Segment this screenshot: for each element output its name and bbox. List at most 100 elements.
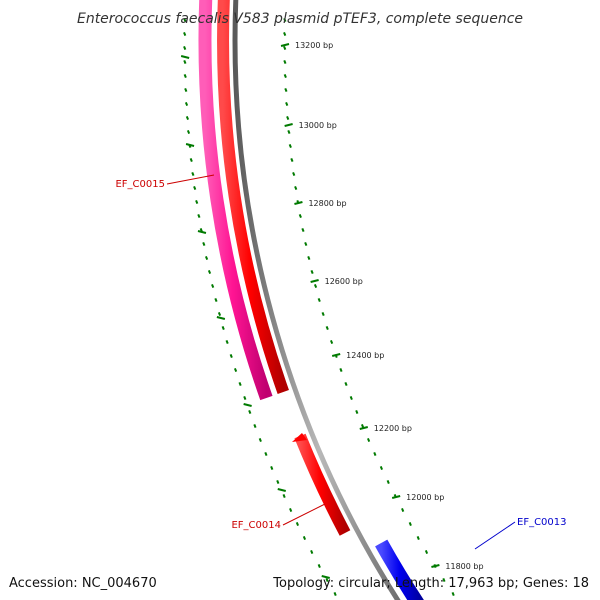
minor-tick-inner: [264, 452, 268, 456]
minor-tick-outer: [304, 242, 308, 246]
minor-tick-inner: [193, 186, 197, 190]
minor-tick-inner: [221, 326, 225, 330]
minor-tick-inner: [225, 340, 229, 344]
minor-tick-outer: [287, 130, 291, 134]
minor-tick-inner: [217, 312, 222, 316]
gene-arcs-layer: [198, 0, 424, 600]
minor-tick-inner: [183, 18, 187, 22]
minor-tick-inner: [185, 116, 190, 120]
minor-tick-outer: [442, 578, 446, 582]
minor-tick-inner: [233, 368, 238, 372]
minor-tick-outer: [288, 144, 292, 148]
minor-tick-inner: [302, 536, 307, 540]
minor-tick-inner: [289, 508, 293, 512]
gene-labels-layer: EF_C0015 EF_C0014 EF_C0013: [115, 174, 567, 550]
gene-label-leader: [166, 174, 215, 185]
minor-tick-outer: [379, 466, 383, 470]
minor-tick-outer: [317, 298, 321, 302]
minor-tick-outer: [283, 74, 287, 78]
tick-label: 13200 bp: [295, 41, 333, 50]
minor-tick-outer: [401, 508, 405, 512]
tick-mark: [391, 495, 401, 499]
plasmid-backbone-layer: [232, 0, 401, 600]
minor-tick-inner: [204, 256, 209, 260]
minor-tick-inner: [211, 284, 215, 288]
major-tick-inner: [216, 316, 226, 320]
minor-tick-outer: [283, 60, 287, 64]
minor-tick-outer: [301, 228, 305, 232]
minor-tick-inner: [197, 214, 201, 218]
gene-label-leader: [282, 503, 326, 526]
minor-tick-outer: [290, 158, 294, 162]
minor-tick-inner: [325, 578, 329, 582]
minor-tick-outer: [339, 368, 343, 372]
minor-tick-outer: [284, 88, 288, 92]
tick-labels-layer: 13200 bp 13000 bp 12800 bp 12600 bp 12400 bp…: [280, 41, 484, 571]
minor-tick-inner: [183, 60, 187, 64]
tick-mark: [331, 353, 341, 357]
tick-mark: [280, 43, 290, 47]
minor-tick-outer: [286, 116, 290, 120]
minor-tick-inner: [191, 172, 195, 176]
gene-label-ef-c0014[interactable]: EF_C0014: [231, 520, 281, 531]
minor-tick-outer: [292, 172, 296, 176]
minor-tick-inner: [183, 32, 187, 36]
tick-label: 12000 bp: [406, 493, 444, 502]
minor-tick-outer: [367, 438, 371, 442]
gene-arc-ef-c0015[interactable]: [198, 0, 273, 401]
minor-tick-outer: [451, 592, 455, 596]
minor-tick-outer: [373, 452, 377, 456]
minor-tick-outer: [386, 480, 390, 484]
gene-arc-ef-c0013[interactable]: [375, 539, 424, 600]
minor-tick-inner: [295, 522, 299, 526]
minor-tick-outer: [344, 382, 348, 386]
minor-tick-inner: [317, 564, 321, 568]
minor-tick-inner: [229, 354, 233, 358]
minor-tick-inner: [184, 102, 189, 106]
tick-label: 11800 bp: [445, 562, 483, 571]
minor-tick-outer: [424, 550, 429, 554]
minor-tick-marks: [180, 18, 455, 596]
minor-tick-inner: [183, 46, 187, 50]
minor-tick-inner: [195, 200, 199, 204]
topology-summary-text: Topology: circular; Length: 17,963 bp; G…: [272, 576, 589, 591]
minor-tick-inner: [189, 158, 193, 162]
minor-tick-outer: [283, 46, 287, 50]
minor-tick-inner: [184, 88, 188, 92]
minor-tick-outer: [416, 536, 420, 540]
tick-label: 12600 bp: [325, 277, 363, 286]
gene-label-leader: [474, 521, 516, 550]
minor-tick-inner: [214, 298, 218, 302]
gene-arc-forward-upper: [217, 0, 289, 394]
gene-label-ef-c0015[interactable]: EF_C0015: [115, 179, 165, 190]
minor-tick-inner: [207, 270, 212, 274]
tick-mark: [294, 201, 303, 205]
minor-tick-outer: [310, 270, 314, 274]
tick-mark: [431, 564, 440, 568]
gene-arc-ef-c0014[interactable]: [294, 433, 351, 536]
minor-tick-outer: [321, 312, 325, 316]
minor-tick-outer: [355, 410, 359, 414]
minor-tick-outer: [298, 214, 302, 218]
minor-tick-outer: [313, 284, 318, 288]
minor-tick-outer: [360, 424, 365, 428]
gene-arrowhead-ef-c0014: [291, 433, 307, 442]
minor-tick-inner: [270, 466, 274, 470]
minor-tick-outer: [408, 522, 412, 526]
tick-mark: [359, 426, 369, 430]
tick-label: 12400 bp: [346, 351, 384, 360]
gene-label-ef-c0013[interactable]: EF_C0013: [517, 517, 567, 528]
minor-tick-inner: [238, 382, 242, 386]
major-tick-inner: [277, 488, 286, 492]
minor-tick-outer: [285, 102, 289, 106]
minor-tick-outer: [283, 18, 287, 22]
major-tick-inner: [197, 230, 207, 234]
tick-label: 13000 bp: [299, 121, 337, 130]
minor-tick-outer: [283, 32, 287, 36]
minor-tick-inner: [248, 410, 252, 414]
minor-tick-inner: [258, 438, 262, 442]
map-title: Enterococcus faecalis V583 plasmid pTEF3…: [77, 11, 523, 27]
minor-tick-inner: [183, 74, 187, 78]
minor-tick-inner: [333, 592, 337, 596]
minor-tick-outer: [325, 326, 329, 330]
